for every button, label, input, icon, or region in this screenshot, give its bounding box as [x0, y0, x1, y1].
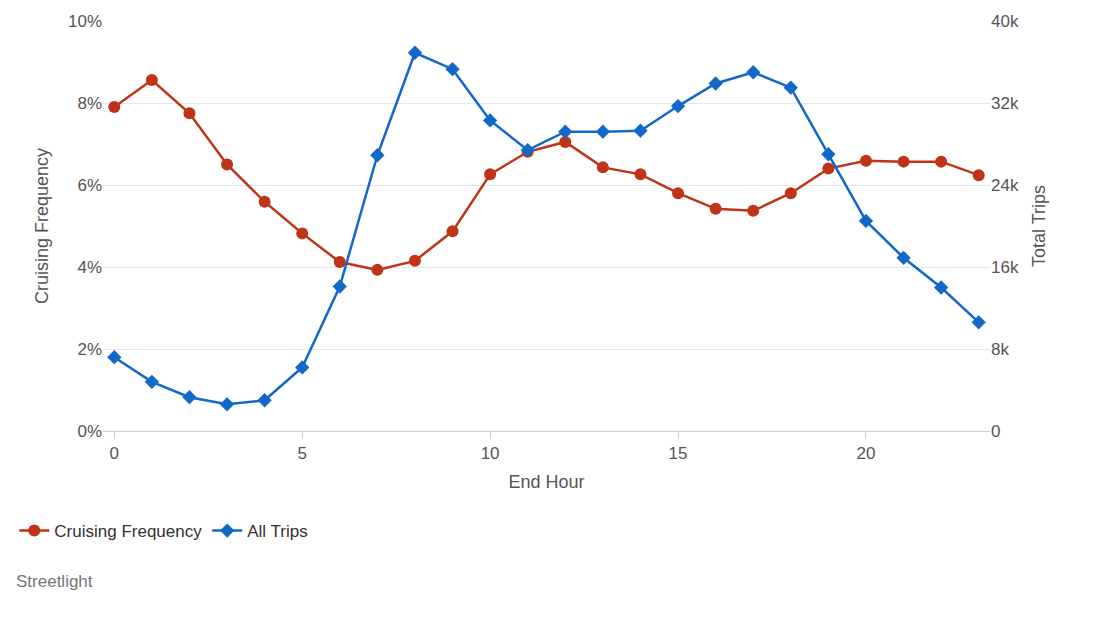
svg-text:10: 10 — [481, 444, 500, 463]
svg-text:0: 0 — [110, 444, 119, 463]
svg-text:32k: 32k — [991, 94, 1019, 113]
svg-text:End Hour: End Hour — [508, 472, 584, 492]
svg-text:Total Trips: Total Trips — [1029, 185, 1049, 267]
svg-text:2%: 2% — [77, 340, 102, 359]
svg-text:0%: 0% — [77, 422, 102, 441]
svg-text:24k: 24k — [991, 176, 1019, 195]
svg-text:Cruising Frequency: Cruising Frequency — [32, 148, 52, 304]
svg-text:Streetlight: Streetlight — [16, 572, 93, 591]
svg-text:Cruising Frequency: Cruising Frequency — [54, 522, 202, 541]
svg-text:5: 5 — [297, 444, 306, 463]
svg-text:8k: 8k — [991, 340, 1009, 359]
svg-text:16k: 16k — [991, 258, 1019, 277]
svg-text:6%: 6% — [77, 176, 102, 195]
svg-text:10%: 10% — [68, 12, 102, 31]
svg-text:0: 0 — [991, 422, 1000, 441]
svg-text:4%: 4% — [77, 258, 102, 277]
svg-text:15: 15 — [669, 444, 688, 463]
svg-text:40k: 40k — [991, 12, 1019, 31]
svg-text:8%: 8% — [77, 94, 102, 113]
svg-text:20: 20 — [857, 444, 876, 463]
svg-text:All Trips: All Trips — [247, 522, 307, 541]
